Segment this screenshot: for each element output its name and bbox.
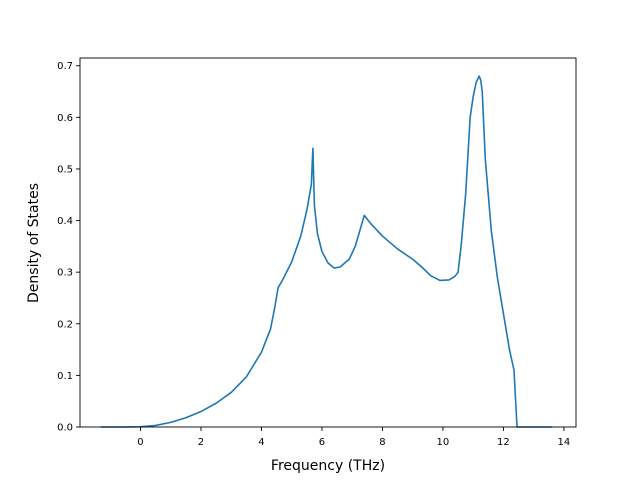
x-tick-label: 6 — [319, 437, 325, 448]
y-tick-label: 0.1 — [57, 371, 73, 382]
y-tick-label: 0.3 — [57, 268, 73, 279]
x-tick-label: 10 — [437, 437, 450, 448]
x-tick-label: 8 — [379, 437, 385, 448]
x-tick-label: 4 — [258, 437, 264, 448]
y-axis-label: Density of States — [26, 183, 42, 303]
y-tick-label: 0.7 — [57, 61, 73, 72]
y-tick-label: 0.5 — [57, 164, 73, 175]
series-line-0 — [100, 75, 553, 428]
x-tick-label: 0 — [137, 437, 143, 448]
y-tick-label: 0.4 — [57, 216, 73, 227]
y-axis-ticks: 0.0 0.1 0.2 0.3 0.4 0.5 0.6 0.7 — [57, 61, 80, 434]
x-tick-label: 14 — [558, 437, 571, 448]
x-tick-label: 2 — [198, 437, 204, 448]
x-tick-label: 12 — [497, 437, 510, 448]
y-tick-label: 0.6 — [57, 113, 73, 124]
x-axis-label: Frequency (THz) — [271, 458, 385, 474]
x-axis-ticks: 0 2 4 6 8 10 12 14 — [137, 427, 570, 448]
plot-area — [79, 57, 577, 428]
plot-frame — [79, 57, 577, 428]
y-tick-label: 0.2 — [57, 319, 73, 330]
y-tick-label: 0.0 — [57, 423, 73, 434]
